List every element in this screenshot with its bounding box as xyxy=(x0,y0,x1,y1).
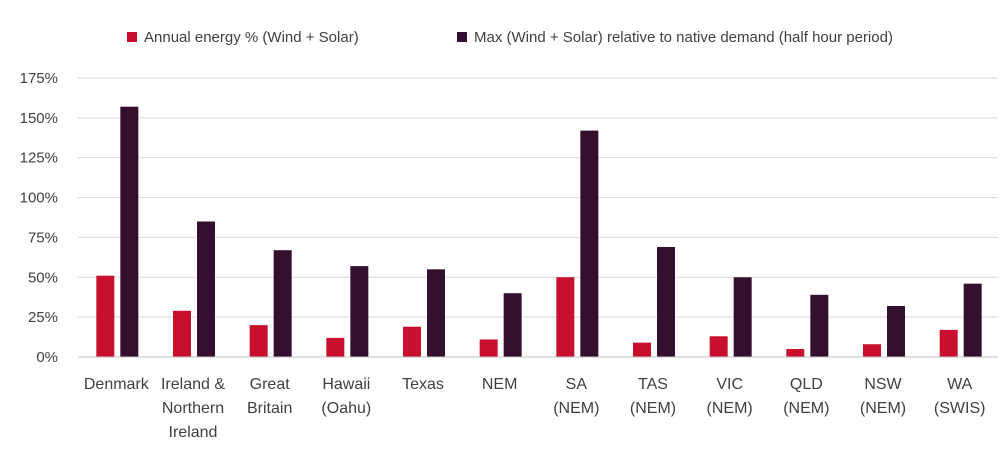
bar-series-1-0 xyxy=(96,275,115,357)
bar-series-1-5 xyxy=(479,339,498,357)
bar-series-2-1 xyxy=(197,221,215,357)
x-tick-label-line: WA xyxy=(947,376,973,393)
bar-series-2-8 xyxy=(733,277,752,357)
y-tick-label: 125% xyxy=(20,150,58,167)
x-tick-label: WA (SWIS) xyxy=(934,376,986,417)
bar-series-1-10 xyxy=(863,344,881,357)
bar-series-2-11 xyxy=(963,283,982,357)
bar-series-2-7 xyxy=(657,246,675,357)
bar-series-2-5 xyxy=(503,293,522,357)
y-axis: 0% 25% 50% 75% 100% 125% 150% 175% xyxy=(20,70,58,366)
bar-series-1-11 xyxy=(939,329,958,357)
y-tick-label: 100% xyxy=(20,190,58,207)
x-tick-label-line: Texas xyxy=(402,376,444,393)
x-tick-label-line: Ireland xyxy=(169,424,218,441)
x-tick-label-line: VIC xyxy=(716,376,743,393)
x-tick-label: NSW (NEM) xyxy=(860,376,906,417)
bar-series-1-8 xyxy=(709,336,728,357)
bars xyxy=(96,106,982,357)
x-tick-label-line: SA xyxy=(566,376,588,393)
bar-series-2-3 xyxy=(350,266,369,357)
x-tick-label-line: Denmark xyxy=(84,376,150,393)
x-tick-label: Hawaii (Oahu) xyxy=(321,376,371,417)
bar-series-1-6 xyxy=(556,277,575,357)
y-tick-label: 175% xyxy=(20,70,58,87)
y-tick-label: 50% xyxy=(28,269,58,286)
legend-swatch-1 xyxy=(127,32,137,42)
x-tick-label-line: NEM xyxy=(482,376,518,393)
x-tick-label-line: Britain xyxy=(247,400,292,417)
legend-swatch-2 xyxy=(457,32,467,42)
x-tick-label: VIC (NEM) xyxy=(707,376,753,417)
x-tick-label-line: Hawaii xyxy=(322,376,370,393)
bar-series-1-4 xyxy=(403,326,421,357)
gridlines xyxy=(78,77,998,318)
bar-series-2-4 xyxy=(427,269,445,357)
x-tick-label: Denmark xyxy=(84,376,150,393)
x-tick-label-line: Great xyxy=(250,376,291,393)
x-tick-label: Texas xyxy=(402,376,444,393)
legend-label-1: Annual energy % (Wind + Solar) xyxy=(144,29,359,46)
x-tick-label: TAS (NEM) xyxy=(630,376,676,417)
x-tick-label: QLD (NEM) xyxy=(783,376,829,417)
bar-series-1-9 xyxy=(786,349,805,357)
bar-series-2-9 xyxy=(810,294,829,357)
legend: Annual energy % (Wind + Solar) Max (Wind … xyxy=(127,29,893,46)
x-tick-label-line: TAS xyxy=(638,376,668,393)
bar-series-2-6 xyxy=(580,130,599,357)
x-tick-label-line: (NEM) xyxy=(783,400,829,417)
bar-series-2-2 xyxy=(273,250,292,357)
x-tick-label: Great Britain xyxy=(247,376,292,417)
x-tick-label-line: (NEM) xyxy=(630,400,676,417)
x-tick-label-line: (NEM) xyxy=(707,400,753,417)
y-tick-label: 0% xyxy=(36,349,58,366)
bar-series-1-3 xyxy=(326,337,345,357)
x-tick-label-line: Northern xyxy=(162,400,224,417)
bar-series-2-10 xyxy=(887,305,905,357)
bar-series-1-7 xyxy=(633,342,651,357)
y-tick-label: 25% xyxy=(28,309,58,326)
bar-series-2-0 xyxy=(120,106,139,357)
bar-series-1-2 xyxy=(249,325,268,357)
y-tick-label: 75% xyxy=(28,229,58,246)
x-tick-label: Ireland & Northern Ireland xyxy=(161,376,225,441)
x-tick-label-line: (NEM) xyxy=(860,400,906,417)
bar-series-1-1 xyxy=(173,310,191,357)
x-tick-label-line: QLD xyxy=(790,376,823,393)
x-tick-label-line: Ireland & xyxy=(161,376,225,393)
x-axis: Denmark Ireland & Northern Ireland Great Brit… xyxy=(78,356,998,441)
x-tick-label: SA (NEM) xyxy=(553,376,599,417)
x-tick-label-line: NSW xyxy=(864,376,902,393)
legend-label-2: Max (Wind + Solar) relative to native de… xyxy=(474,29,893,46)
x-tick-label: NEM xyxy=(482,376,518,393)
x-tick-label-line: (NEM) xyxy=(553,400,599,417)
y-tick-label: 150% xyxy=(20,110,58,127)
x-tick-label-line: (SWIS) xyxy=(934,400,986,417)
x-tick-label-line: (Oahu) xyxy=(321,400,371,417)
